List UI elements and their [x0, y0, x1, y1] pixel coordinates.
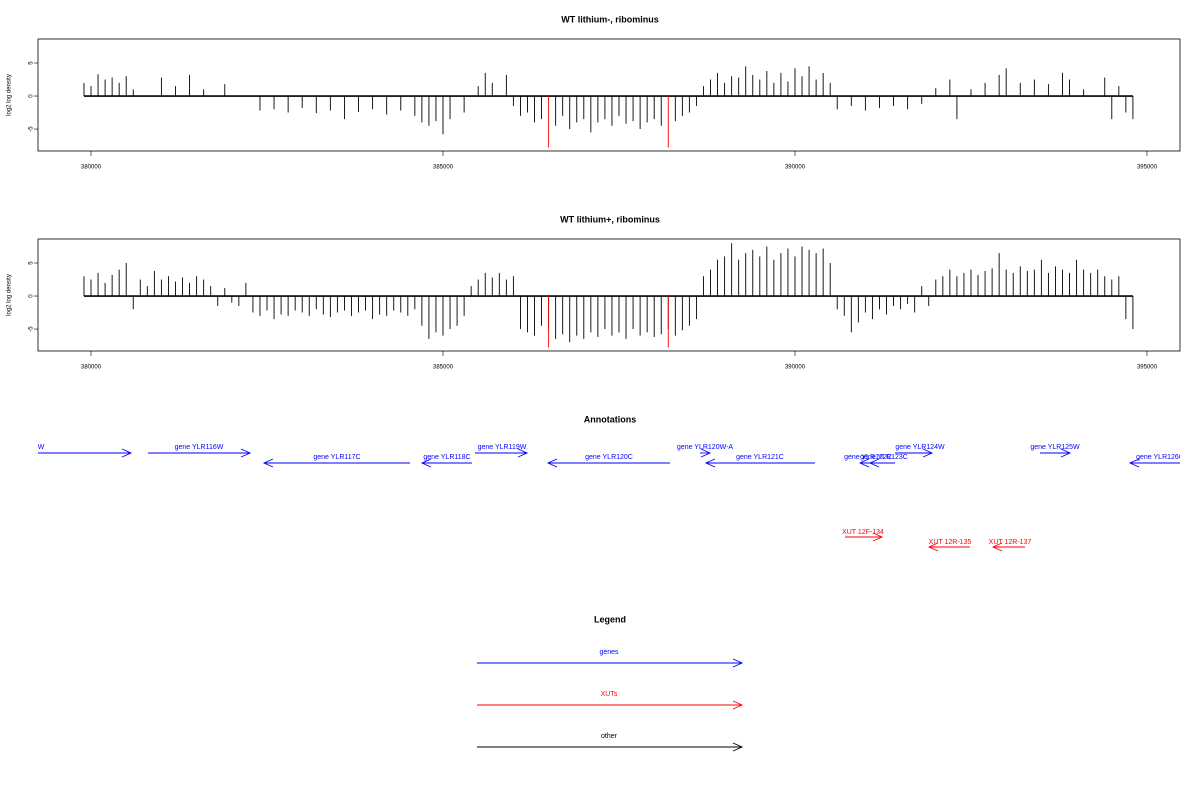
plot-frame — [37, 238, 1181, 352]
arrow — [420, 458, 472, 468]
arrow-head — [121, 448, 133, 458]
legend-label: XUTs — [601, 691, 618, 698]
arrow — [895, 448, 934, 458]
gene-label: gene YLR122C — [844, 454, 892, 461]
arrow — [546, 458, 670, 468]
arrow — [38, 448, 133, 458]
arrow — [991, 542, 1025, 552]
gene-label: gene YLR120C — [585, 454, 633, 461]
legend-label: other — [601, 733, 618, 740]
y-tick-label: -5 — [29, 326, 35, 332]
arrow-head — [546, 458, 558, 468]
gene-label: gene YLR124W — [895, 444, 945, 451]
xut-label: XUT 12F-134 — [842, 529, 884, 536]
y-tick-label: 5 — [29, 61, 35, 65]
y-tick-label: -5 — [29, 126, 35, 132]
xut-label: XUT 12R-135 — [929, 539, 972, 546]
arrow-head — [732, 742, 744, 752]
arrow — [477, 742, 744, 752]
arrow — [477, 658, 744, 668]
arrow-head — [872, 532, 884, 542]
gene-label: gene YLR118C — [423, 454, 470, 461]
arrow — [927, 542, 970, 552]
x-tick-label: 390000 — [785, 165, 806, 171]
legend-title: Legend — [594, 614, 626, 624]
arrow — [845, 532, 884, 542]
chart-title: WT lithium+, ribominus — [560, 214, 660, 224]
plot-frame — [37, 38, 1181, 152]
gene-label: gene YLR126C — [1136, 454, 1184, 461]
arrow-head — [240, 448, 252, 458]
arrow-head — [1060, 448, 1072, 458]
arrow — [868, 458, 895, 468]
gene-label: gene YLR121C — [736, 454, 784, 461]
x-tick-label: 395000 — [1137, 165, 1158, 171]
arrow — [1040, 448, 1072, 458]
arrow-head — [858, 458, 870, 468]
x-tick-label: 380000 — [81, 365, 102, 371]
y-axis-label: log2 log density — [7, 274, 13, 316]
gene-label: gene YLR125W — [1030, 444, 1080, 451]
y-tick-label: 0 — [29, 294, 35, 298]
annotation-track: gene YLR115W gene YLR116W gene YLR117C gene… — [0, 444, 1184, 552]
arrow-head — [700, 448, 712, 458]
x-tick-label: 385000 — [433, 165, 454, 171]
x-tick-label: 395000 — [1137, 365, 1158, 371]
arrow — [700, 448, 712, 458]
arrow-head — [927, 542, 939, 552]
y-axis-label: log2 log density — [7, 74, 13, 116]
y-tick-label: 0 — [29, 94, 35, 98]
arrow — [477, 700, 744, 710]
x-tick-label: 380000 — [81, 165, 102, 171]
arrow — [262, 458, 410, 468]
xut-label: XUT 12R-137 — [989, 539, 1032, 546]
gene-label: gene YLR116W — [175, 444, 224, 451]
arrow-head — [704, 458, 716, 468]
gene-label: gene YLR119W — [478, 444, 527, 451]
arrow-head — [1128, 458, 1140, 468]
arrow — [148, 448, 252, 458]
gene-label: gene YLR117C — [313, 454, 360, 461]
arrow-head — [868, 458, 880, 468]
gene-label: gene YLR120W-A — [677, 444, 733, 451]
arrow — [475, 448, 529, 458]
annotations-title: Annotations — [584, 414, 637, 424]
arrow-head — [262, 458, 274, 468]
gene-label: gene YLR115W — [0, 444, 45, 451]
arrow-head — [517, 448, 529, 458]
arrow — [704, 458, 815, 468]
arrow-head — [922, 448, 934, 458]
gene-label: gene YLR123C — [860, 454, 908, 461]
arrow-head — [991, 542, 1003, 552]
arrow-head — [732, 658, 744, 668]
x-tick-label: 385000 — [433, 365, 454, 371]
arrow-head — [732, 700, 744, 710]
y-tick-label: 5 — [29, 261, 35, 265]
arrow — [1128, 458, 1180, 468]
arrow-head — [420, 458, 432, 468]
legend-label: genes — [599, 649, 619, 656]
x-tick-label: 390000 — [785, 365, 806, 371]
chart-title: WT lithium-, ribominus — [561, 14, 659, 24]
